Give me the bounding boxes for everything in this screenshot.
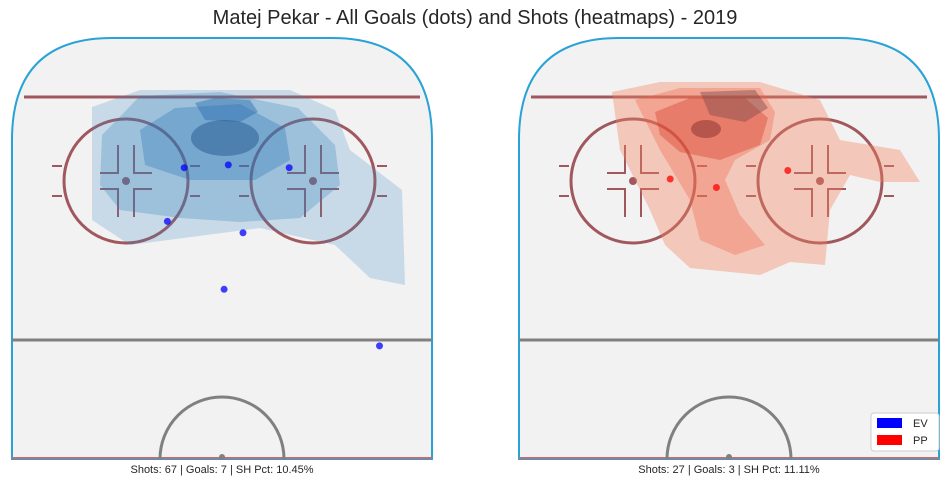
- faceoff-dot: [122, 177, 130, 185]
- faceoff-circle-right: [249, 117, 377, 245]
- hashmarks: [52, 145, 387, 217]
- rink-outline: [518, 37, 940, 460]
- pp-goal-dot: [666, 175, 674, 183]
- faceoff-circle-left: [62, 117, 190, 245]
- pp-goal-dot: [784, 167, 792, 174]
- faceoff-dot: [629, 177, 637, 185]
- ev-goal-dot: [180, 164, 188, 172]
- legend-swatch-ev: [877, 418, 902, 428]
- faceoff-dot: [309, 177, 317, 185]
- ev-stats: Shots: 67 | Goals: 7 | SH Pct: 10.45%: [130, 464, 314, 476]
- faceoff-circle-right: [756, 117, 884, 245]
- faceoff-dot: [816, 177, 824, 185]
- ev-goal-dot: [285, 164, 293, 172]
- center-dot: [726, 454, 732, 460]
- pp-stats: Shots: 27 | Goals: 3 | SH Pct: 11.11%: [638, 464, 820, 476]
- rink-pp: [518, 37, 940, 460]
- rink-ev: [11, 37, 433, 460]
- legend: EV PP: [870, 412, 940, 452]
- pp-goal-dots: [666, 167, 792, 191]
- center-circle: [158, 395, 286, 460]
- faceoff-circle-left: [569, 117, 697, 245]
- ev-goal-dot: [163, 217, 171, 225]
- legend-label-pp: PP: [913, 435, 928, 447]
- pp-goal-dot: [712, 184, 720, 191]
- pp-shot-heatmap: [612, 82, 920, 275]
- ev-goal-dot: [224, 161, 232, 169]
- ev-goal-dots: [163, 161, 383, 350]
- chart-title: Matej Pekar - All Goals (dots) and Shots…: [212, 7, 738, 29]
- rink-outline: [11, 37, 433, 460]
- ev-goal-dot: [220, 285, 228, 293]
- legend-swatch-pp: [877, 435, 902, 445]
- center-dot: [219, 454, 225, 460]
- ev-goal-dot: [376, 342, 383, 350]
- hashmarks: [559, 145, 894, 217]
- legend-label-ev: EV: [913, 418, 928, 430]
- center-circle: [665, 395, 793, 460]
- ev-shot-heatmap: [92, 90, 405, 285]
- ev-goal-dot: [239, 229, 247, 237]
